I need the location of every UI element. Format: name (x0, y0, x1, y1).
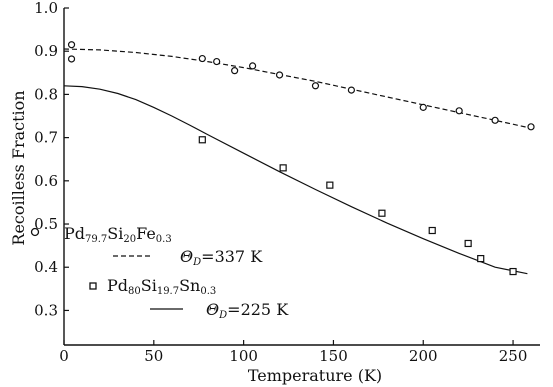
x-tick-label: 250 (499, 347, 528, 365)
data-point-circle (455, 107, 463, 115)
data-point-circle (67, 55, 76, 63)
x-tick-label: 200 (409, 347, 438, 365)
legend-formula-fe: Pd79.7Si20Fe0.3 (64, 224, 172, 245)
legend-theta-fe: ΘD=337 K (180, 247, 263, 268)
data-point-square (477, 254, 485, 263)
y-tick-label: 0.7 (34, 129, 58, 147)
data-point-circle (527, 123, 535, 131)
data-point-square (326, 181, 334, 189)
data-point-circle (347, 86, 355, 94)
data-point-circle (67, 41, 76, 49)
y-tick-label: 0.9 (34, 42, 58, 60)
data-point-circle (198, 54, 206, 63)
y-tick-label: 1.0 (34, 0, 58, 17)
data-point-square (428, 226, 436, 235)
y-axis-label: Recoilless Fraction (9, 90, 28, 245)
data-point-circle (491, 116, 499, 124)
data-point-circle (249, 62, 257, 70)
data-point-circle (419, 103, 427, 111)
legend-theta-sn: ΘD=225 K (206, 300, 289, 321)
data-point-square (198, 136, 206, 144)
fit-curves (63, 48, 535, 275)
x-tick-label: 0 (59, 347, 69, 365)
data-point-circle (231, 67, 239, 75)
data-point-circle (213, 57, 221, 66)
x-tick-label: 150 (319, 347, 348, 365)
legend: Pd79.7Si20Fe0.3 ΘD=337 K Pd80Si19.7Sn0.3… (30, 224, 289, 321)
data-point-circle (311, 82, 320, 90)
y-tick-label: 0.8 (34, 85, 58, 103)
data-point-circle (275, 71, 284, 79)
x-axis-label: Temperature (K) (248, 366, 382, 385)
fit-curve-series-1 (63, 85, 528, 275)
legend-entry-sn: Pd80Si19.7Sn0.3 ΘD=225 K (89, 276, 289, 321)
data-point-square (509, 267, 517, 276)
x-tick-label: 100 (229, 347, 258, 365)
x-tick-label: 50 (144, 347, 163, 365)
y-tick-label: 0.4 (34, 258, 58, 276)
chart-axes: 0 50 100 150 200 250 1.0 0.9 0.8 0.7 0.6 0.5 0.4 0.3 (34, 0, 540, 365)
y-tick-label: 0.3 (34, 301, 58, 319)
legend-marker-square (89, 282, 97, 290)
data-points (67, 41, 535, 276)
legend-marker-circle (30, 227, 40, 237)
legend-formula-sn: Pd80Si19.7Sn0.3 (107, 276, 216, 297)
data-point-square (464, 239, 472, 248)
data-point-square (378, 209, 386, 217)
data-point-square (279, 164, 287, 172)
y-tick-label: 0.6 (34, 172, 58, 190)
legend-entry-fe: Pd79.7Si20Fe0.3 ΘD=337 K (30, 224, 263, 268)
fit-curve-series-0 (63, 48, 535, 130)
y-tick-label: 0.5 (34, 215, 58, 233)
